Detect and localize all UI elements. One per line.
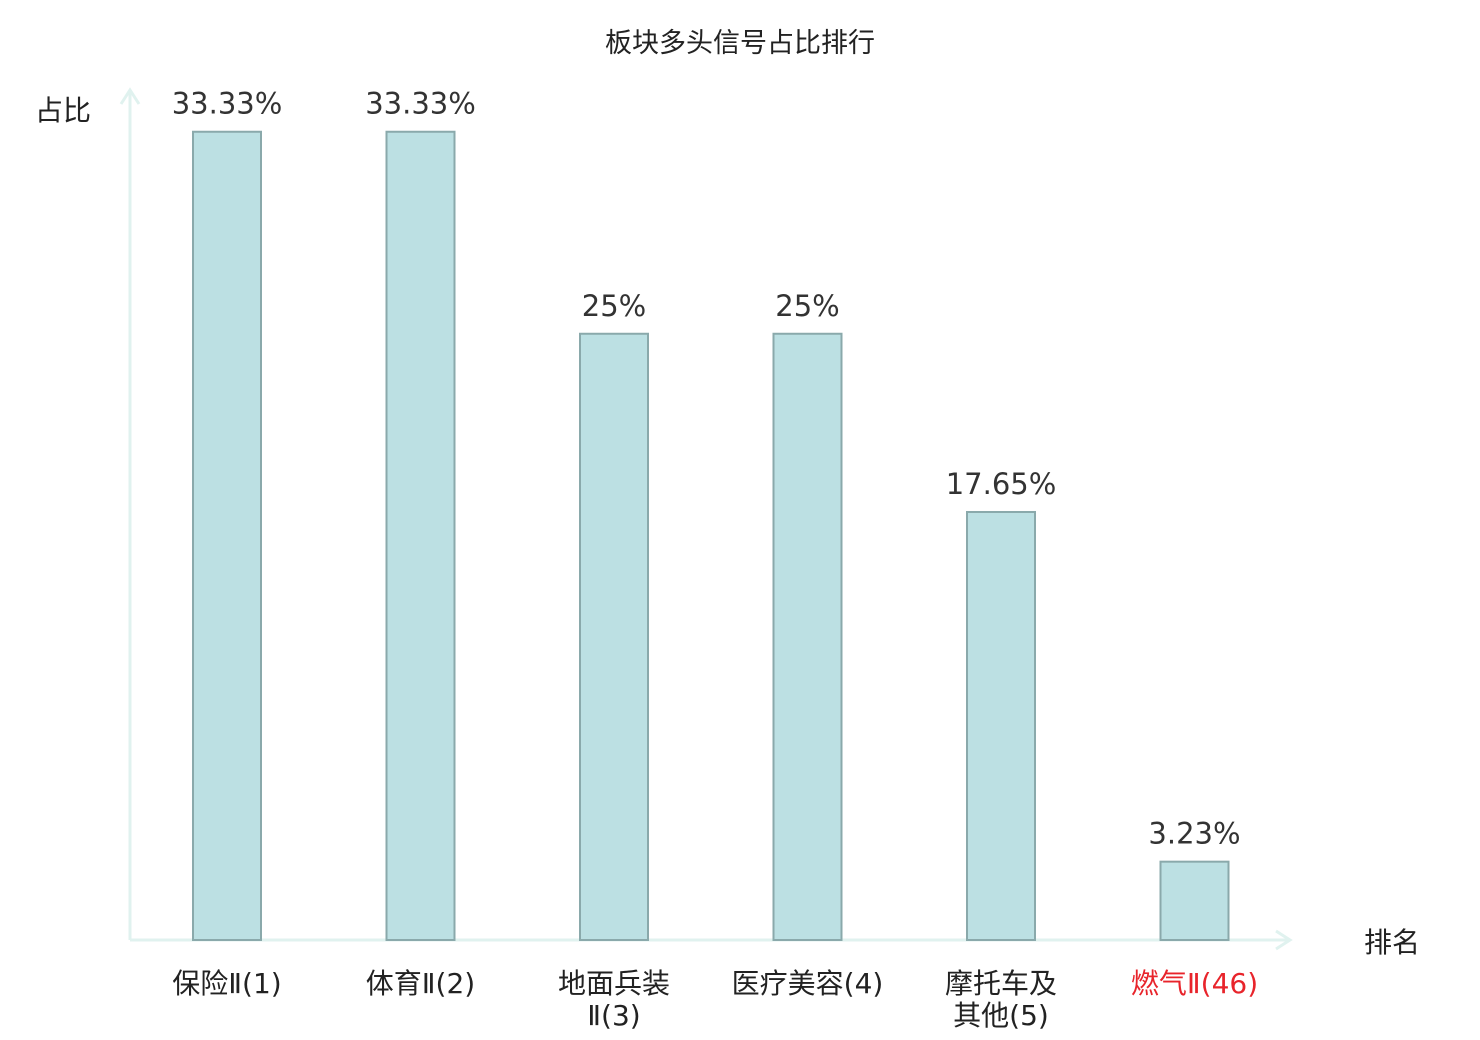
- value-labels: 33.33% 33.33% 25% 25% 17.65% 3.23%: [172, 87, 1241, 851]
- category-label-4: 医疗美容(4): [732, 967, 884, 1000]
- category-label-2: 体育Ⅱ(2): [366, 967, 475, 1000]
- value-label-6: 3.23%: [1148, 817, 1240, 851]
- bar-2: [385, 130, 456, 941]
- chart-title: 板块多头信号占比排行: [605, 28, 875, 59]
- bar-5: [966, 510, 1036, 941]
- value-label-1: 33.33%: [172, 87, 283, 121]
- bars: [192, 130, 1230, 941]
- bar-6: [1159, 860, 1230, 941]
- value-label-4: 25%: [775, 289, 839, 323]
- category-label-1: 保险Ⅱ(1): [172, 967, 281, 1000]
- bar-4: [772, 332, 843, 941]
- bar-3: [579, 332, 649, 941]
- category-label-3-line-2: Ⅱ(3): [587, 999, 640, 1032]
- axes: [119, 87, 1293, 951]
- category-label-5-line-2: 其他(5): [953, 999, 1049, 1032]
- category-label-5-line-1: 摩托车及: [945, 967, 1057, 1000]
- value-label-2: 33.33%: [365, 87, 476, 121]
- x-axis-arrow: [1275, 929, 1293, 951]
- y-axis-label: 占比: [35, 94, 91, 127]
- bar-1: [192, 130, 262, 941]
- x-axis-label: 排名: [1364, 926, 1420, 959]
- value-label-5: 17.65%: [946, 467, 1057, 501]
- category-label-6: 燃气Ⅱ(46): [1131, 967, 1258, 1000]
- value-label-3: 25%: [582, 289, 646, 323]
- category-label-3-line-1: 地面兵装: [558, 967, 670, 1000]
- y-axis-arrow: [119, 87, 141, 105]
